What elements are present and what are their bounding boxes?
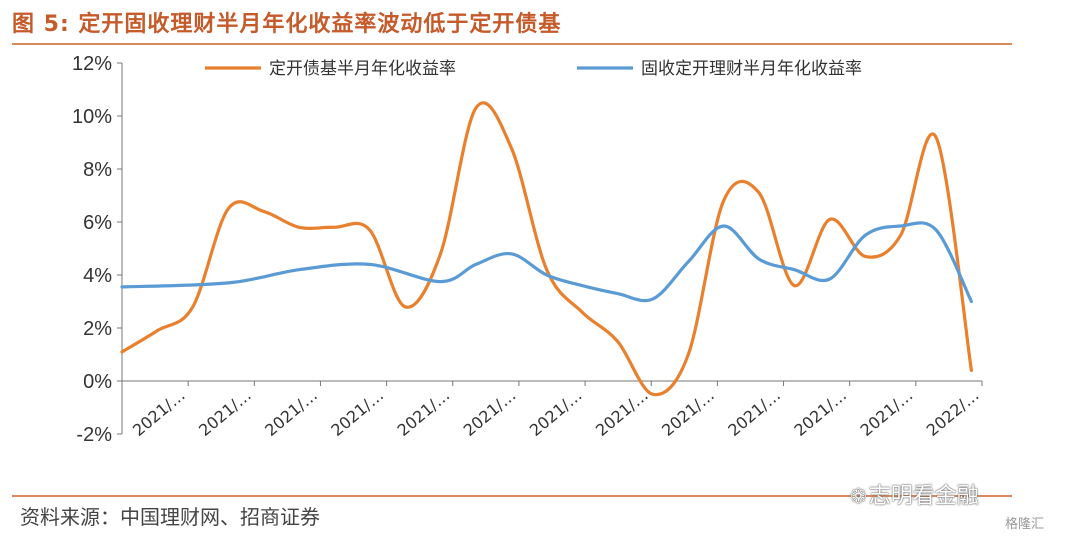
- x-tick-label: 2021/…: [129, 386, 189, 440]
- x-tick-label: 2021/…: [195, 386, 255, 440]
- y-tick-label: 10%: [72, 106, 112, 128]
- y-tick-label: 8%: [83, 159, 112, 181]
- watermark-text-1: 志明看金融: [868, 484, 979, 509]
- watermark-gelonghui: 格隆汇: [1005, 513, 1044, 532]
- watermark-zhiming: ❁志明看金融: [850, 478, 979, 510]
- x-tick-label: 2021/…: [857, 386, 917, 440]
- legend-label-1: 定开债基半月年化收益率: [269, 59, 456, 79]
- legend-label-2: 固收定开理财半月年化收益率: [641, 59, 862, 79]
- x-tick-label: 2021/…: [327, 386, 387, 440]
- x-tick-label: 2021/…: [592, 386, 652, 440]
- y-tick-label: -2%: [76, 424, 112, 446]
- title-divider: [12, 43, 1012, 45]
- x-tick-label: 2021/…: [658, 386, 718, 440]
- series-line-1: [120, 101, 973, 397]
- y-tick-label: 0%: [83, 371, 112, 393]
- watermark-text-2: 格隆汇: [1005, 517, 1045, 532]
- x-tick-label: 2022/…: [923, 386, 983, 440]
- x-tick-label: 2021/…: [790, 386, 850, 440]
- x-tick-label: 2021/…: [526, 386, 586, 440]
- y-tick-label: 2%: [83, 318, 112, 340]
- source-note: 资料来源：中国理财网、招商证券: [20, 505, 320, 529]
- x-tick-label: 2021/…: [460, 386, 520, 440]
- x-tick-label: 2021/…: [394, 386, 454, 440]
- y-tick-label: 12%: [72, 53, 112, 75]
- line-chart: -2%0%2%4%6%8%10%12%2021/… 2021/… 2021/… 202…: [72, 53, 983, 446]
- y-tick-label: 6%: [83, 212, 112, 234]
- x-tick-label: 2021/…: [261, 386, 321, 440]
- wechat-icon: ❁: [850, 484, 867, 508]
- y-tick-label: 4%: [83, 265, 112, 287]
- x-tick-label: 2021/…: [724, 386, 784, 440]
- series-line-2: [120, 221, 973, 304]
- source-divider: [12, 495, 1012, 497]
- figure-title: 图 5: 定开固收理财半月年化收益率波动低于定开债基: [12, 12, 562, 37]
